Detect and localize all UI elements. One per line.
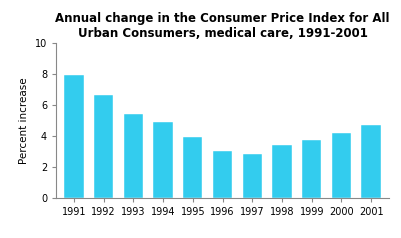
Bar <box>154 122 173 198</box>
Bar <box>302 140 321 198</box>
Bar <box>124 114 143 198</box>
Bar <box>94 95 113 198</box>
Bar <box>64 75 84 198</box>
Title: Annual change in the Consumer Price Index for All
Urban Consumers, medical care,: Annual change in the Consumer Price Inde… <box>55 12 390 40</box>
Y-axis label: Percent increase: Percent increase <box>19 77 29 164</box>
Bar <box>243 154 262 198</box>
Bar <box>361 125 381 198</box>
Bar <box>332 133 351 198</box>
Bar <box>183 137 203 198</box>
Bar <box>272 145 292 198</box>
Bar <box>213 151 232 198</box>
